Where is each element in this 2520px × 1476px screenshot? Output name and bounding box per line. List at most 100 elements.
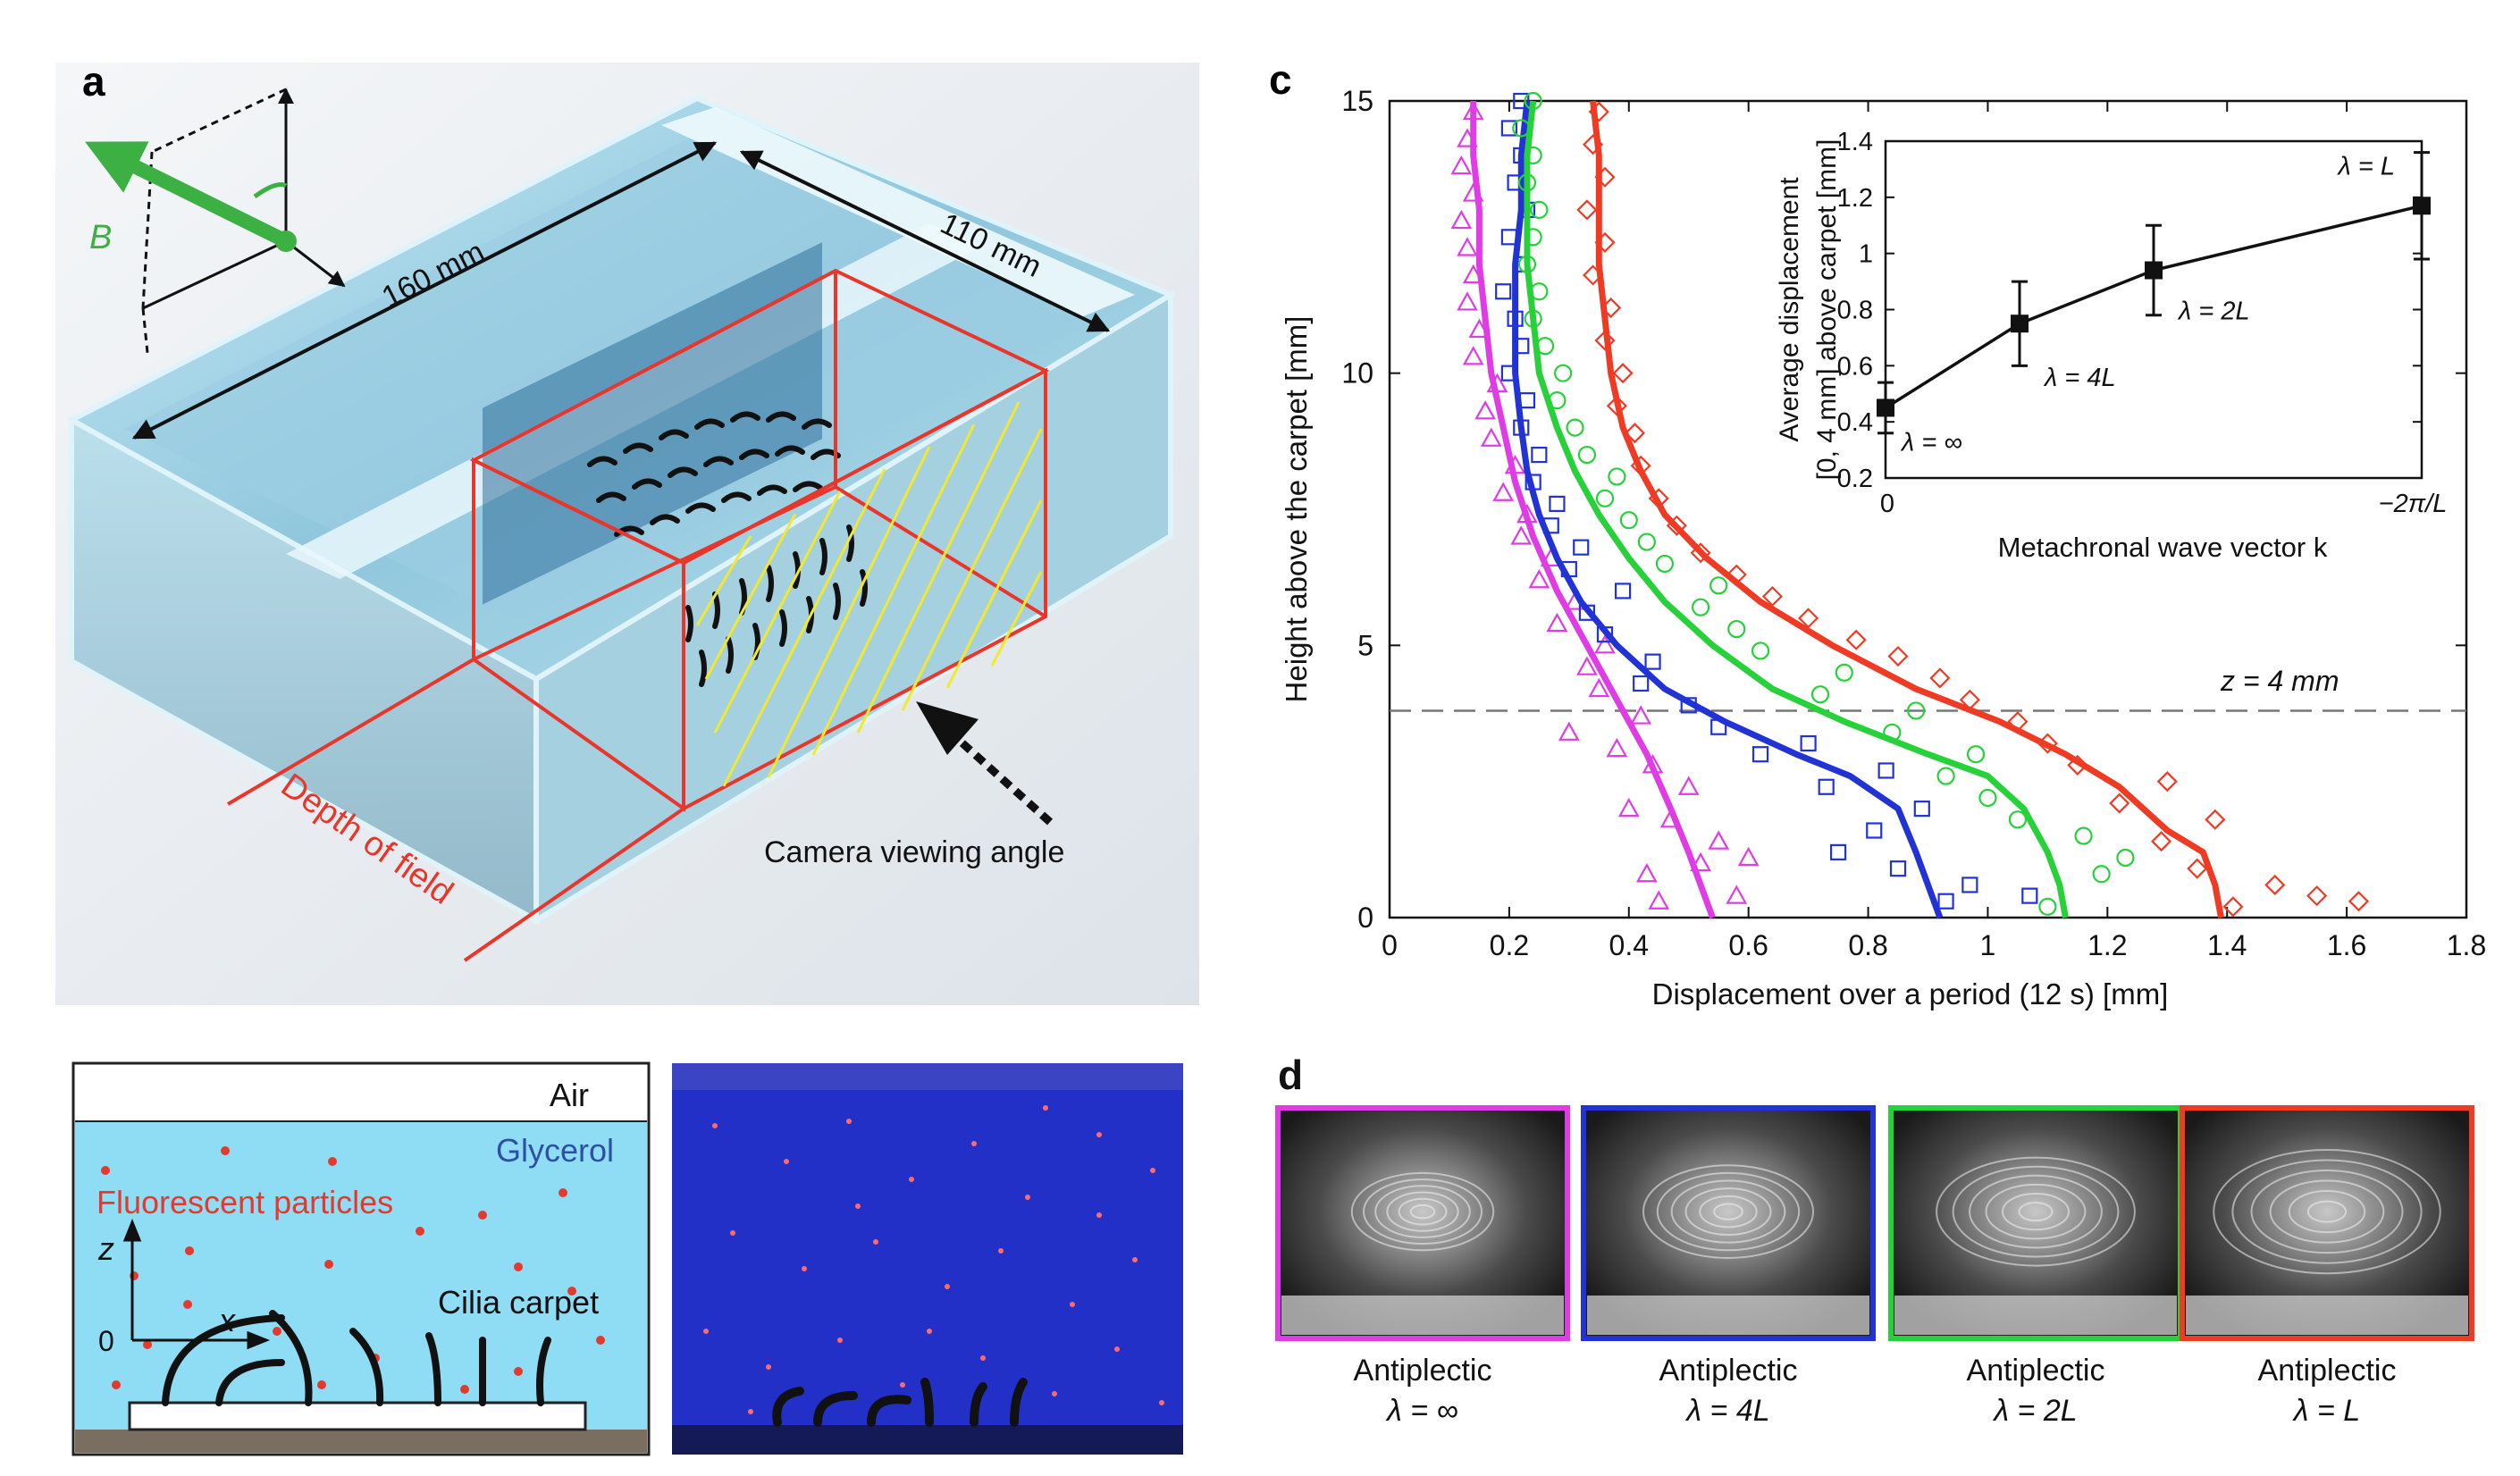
- flow-lambda: λ = 4L: [1684, 1394, 1769, 1428]
- inset-y-tick-label: 1.4: [1837, 128, 1873, 156]
- inset-marker: [1877, 398, 1894, 417]
- carpet-streaks: [2186, 1296, 2468, 1335]
- panel-b: b Air Glycerol Fluorescent particles Cil…: [71, 1061, 1183, 1456]
- streak: [1936, 1156, 2136, 1267]
- x-tick-label: 1.4: [2207, 929, 2247, 961]
- streak: [2231, 1159, 2423, 1264]
- inset-x-axis-label: Metachronal wave vector k: [1998, 532, 2328, 563]
- data-point: [1450, 155, 1473, 175]
- data-point: [1810, 685, 1830, 704]
- data-point: [1635, 862, 1658, 883]
- inset-point-label: λ = 4L: [2043, 364, 2116, 392]
- data-point: [1866, 822, 1883, 839]
- inset-y-axis-label: Average displacement: [1775, 177, 1804, 442]
- panel-c-letter: c: [1269, 56, 1292, 103]
- inset-y-tick-label: 0.4: [1837, 408, 1873, 437]
- streak: [2269, 1179, 2385, 1244]
- data-point: [1500, 229, 1517, 246]
- x-tick-label: 1.8: [2447, 929, 2486, 961]
- streak: [1713, 1203, 1743, 1220]
- data-point: [1595, 489, 1615, 507]
- data-point: [1495, 283, 1512, 300]
- y-tick-label: 5: [1357, 629, 1373, 661]
- axes-sketch: [122, 1218, 271, 1350]
- flow-lambda: λ = 2L: [1992, 1394, 2077, 1428]
- data-point: [2156, 771, 2178, 793]
- streak: [1409, 1203, 1436, 1220]
- data-point: [1845, 629, 1867, 650]
- field-label: B: [89, 219, 112, 256]
- streak: [1350, 1171, 1495, 1252]
- data-point: [1907, 701, 1926, 720]
- x-tick-label: 1: [1980, 929, 1996, 961]
- data-point: [1818, 778, 1835, 795]
- inset-y-axis-label-2: [0, 4 mm] above carpet [mm]: [1812, 139, 1842, 481]
- inset-chart: 0.2 0.4 0.6 0.8 1 1.2 1.4 0 −2π/L Metachronal wav…: [1775, 128, 2447, 563]
- data-point: [1648, 890, 1670, 910]
- data-point: [1577, 445, 1597, 465]
- data-point: [1573, 539, 1590, 556]
- data-point: [1929, 667, 1951, 689]
- data-point: [1692, 598, 1710, 616]
- data-point: [1513, 92, 1530, 110]
- flow-image-3: [1888, 1105, 2183, 1341]
- data-point: [1690, 851, 1711, 872]
- data-point: [1462, 346, 1484, 365]
- data-point: [2222, 896, 2244, 918]
- data-point: [1961, 876, 1978, 893]
- data-point: [1606, 737, 1628, 758]
- series-diamond: [1576, 100, 2370, 918]
- y-tick-label: 0: [1357, 902, 1373, 934]
- cilia-array: [587, 411, 868, 687]
- series-square: [1495, 92, 2038, 919]
- flow-image-1: [1275, 1105, 1570, 1341]
- data-point: [1800, 734, 1817, 752]
- data-point: [1709, 576, 1728, 595]
- data-point: [1457, 291, 1478, 311]
- data-point: [1761, 585, 1784, 608]
- x-axis-label: Displacement over a period (12 s) [mm]: [1652, 977, 2169, 1011]
- data-point: [1474, 400, 1496, 420]
- x-axis-label: x: [217, 1302, 237, 1338]
- data-point: [1751, 746, 1769, 763]
- streak: [1969, 1174, 2103, 1249]
- data-point: [2038, 897, 2057, 916]
- reference-line-label: z = 4 mm: [2220, 665, 2339, 697]
- inset-marker: [2413, 197, 2431, 215]
- data-point: [1528, 568, 1550, 589]
- panel-d-letter: d: [1278, 1052, 1304, 1098]
- data-point: [1576, 656, 1598, 675]
- camera-label: Camera viewing angle: [764, 835, 1064, 869]
- panel-a-letter: a: [82, 58, 105, 105]
- data-point: [1549, 495, 1566, 513]
- data-point: [1480, 427, 1502, 447]
- streak: [2250, 1170, 2404, 1254]
- streak: [1699, 1195, 1758, 1229]
- data-point: [2151, 831, 2172, 852]
- data-point: [2348, 891, 2370, 912]
- inset-y-tick-label: 1: [1859, 240, 1873, 269]
- glycerol-label: Glycerol: [496, 1132, 614, 1169]
- plot-frame: [1388, 99, 2468, 919]
- z-axis-label: z: [97, 1230, 114, 1267]
- flow-title: Antiplectic: [1354, 1354, 1492, 1388]
- streak: [1670, 1179, 1786, 1244]
- data-point: [1978, 788, 1997, 808]
- data-point: [1798, 608, 1819, 629]
- x-tick-label: 0: [1382, 929, 1398, 961]
- streak: [2018, 1202, 2054, 1222]
- series-circle: [1512, 91, 2135, 918]
- series-line: [1524, 100, 2069, 918]
- streak: [1684, 1187, 1772, 1237]
- data-point: [1510, 525, 1533, 545]
- data-point: [2306, 885, 2328, 907]
- data-point: [1937, 893, 1954, 910]
- x-tick-label: 0.2: [1490, 929, 1529, 961]
- data-point: [1594, 634, 1616, 654]
- streak: [1642, 1164, 1815, 1259]
- data-point: [1492, 482, 1515, 501]
- inset-line: [1885, 204, 2423, 409]
- data-point: [1450, 209, 1473, 230]
- inset-y-tick-label: 0.8: [1837, 297, 1873, 325]
- data-point: [1637, 533, 1656, 551]
